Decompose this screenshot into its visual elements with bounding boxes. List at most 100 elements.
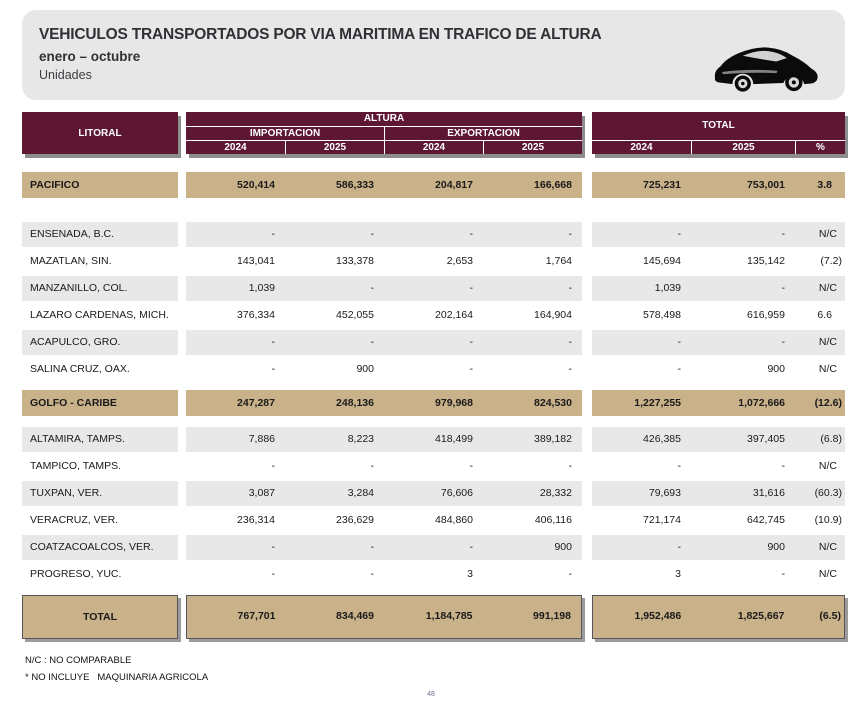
table-row: ACAPULCO, GRO. - - - - - - N/C <box>22 330 845 355</box>
cell-imp-2025: - <box>370 460 375 472</box>
cell-tot-2024: 79,693 <box>648 487 681 499</box>
cell-imp-2025: - <box>370 541 375 553</box>
cell-exp-2024: - <box>469 282 474 294</box>
traffic-table: LITORAL ALTURA IMPORTACION EXPORTACION 2… <box>22 112 845 639</box>
table-header: LITORAL ALTURA IMPORTACION EXPORTACION 2… <box>22 112 845 154</box>
column-gap <box>178 535 186 560</box>
altura-cells: 767,701 834,469 1,184,785 991,198 <box>186 595 582 639</box>
cell-pct: N/C <box>818 363 837 375</box>
header-cell-altura: ALTURA <box>363 113 405 124</box>
table-row: PACIFICO 520,414 586,333 204,817 166,668 725,… <box>22 172 845 198</box>
cell-pct: N/C <box>818 336 837 348</box>
total-cells: 725,231 753,001 3.8 <box>592 172 845 198</box>
row-label: ACAPULCO, GRO. <box>22 330 178 355</box>
cell-exp-2025: 991,198 <box>533 610 571 622</box>
cell-imp-2024: 3,087 <box>248 487 275 499</box>
cell-tot-2024: 1,227,255 <box>634 397 681 409</box>
table-row: ENSENADA, B.C. - - - - - - N/C <box>22 222 845 247</box>
column-gap <box>582 112 592 154</box>
cell-exp-2025: - <box>568 282 573 294</box>
cell-imp-2024: - <box>271 568 276 580</box>
column-gap <box>582 595 592 639</box>
altura-cells: ---- <box>186 454 582 479</box>
altura-cells: 247,287 248,136 979,968 824,530 <box>186 390 582 416</box>
cell-imp-2025: 133,378 <box>336 255 374 267</box>
cell-imp-2024: - <box>271 541 276 553</box>
column-gap <box>582 303 592 328</box>
cell-exp-2024: - <box>469 460 474 472</box>
cell-exp-2024: 1,184,785 <box>425 610 473 622</box>
cell-exp-2024: 418,499 <box>435 433 473 445</box>
cell-tot-2024: 3 <box>675 568 681 580</box>
total-cells: 79,693 31,616 (60.3) <box>592 481 845 506</box>
cell-tot-2024: - <box>677 460 682 472</box>
cell-tot-2024: 725,231 <box>643 179 681 191</box>
cell-exp-2024: - <box>469 228 474 240</box>
cell-imp-2024: - <box>271 460 276 472</box>
column-gap <box>582 276 592 301</box>
cell-imp-2025: - <box>370 336 375 348</box>
header-year-exp-2024: 2024 <box>384 140 483 154</box>
cell-imp-2025: 8,223 <box>347 433 374 445</box>
cell-tot-2024: 426,385 <box>643 433 681 445</box>
cell-exp-2024: 484,860 <box>435 514 473 526</box>
column-gap <box>178 595 186 639</box>
cell-tot-2024: 1,039 <box>654 282 681 294</box>
total-cells: 426,385 397,405 (6.8) <box>592 427 845 452</box>
footnote-nc: N/C : NO COMPARABLE <box>25 655 132 666</box>
cell-imp-2025: 586,333 <box>336 179 374 191</box>
column-gap <box>582 390 592 416</box>
column-gap <box>582 562 592 587</box>
total-cells: - 900 N/C <box>592 535 845 560</box>
column-gap <box>582 535 592 560</box>
altura-cells: ---- <box>186 330 582 355</box>
cell-imp-2024: 247,287 <box>237 397 275 409</box>
footnotes: N/C : NO COMPARABLE * NO INCLUYE MAQUINA… <box>25 654 862 685</box>
cell-pct: (6.5) <box>819 610 841 622</box>
cell-exp-2024: - <box>469 363 474 375</box>
table-row: VERACRUZ, VER. 236,314 236,629 484,860 406,1… <box>22 508 845 533</box>
cell-tot-2025: - <box>781 282 786 294</box>
cell-tot-2024: - <box>677 363 682 375</box>
report-units-label: Unidades <box>39 68 92 82</box>
cell-imp-2025: - <box>370 568 375 580</box>
column-gap <box>178 508 186 533</box>
row-label: PROGRESO, YUC. <box>30 568 122 580</box>
cell-imp-2024: - <box>271 228 276 240</box>
cell-tot-2024: 578,498 <box>643 309 681 321</box>
column-gap <box>178 330 186 355</box>
cell-exp-2024: 2,653 <box>446 255 473 267</box>
cell-tot-2025: 616,959 <box>747 309 785 321</box>
header-year-tot-2025: 2025 <box>691 140 795 154</box>
table-body: PACIFICO 520,414 586,333 204,817 166,668 725,… <box>22 172 845 639</box>
row-label: ALTAMIRA, TAMPS. <box>22 427 178 452</box>
cell-tot-2024: - <box>677 541 682 553</box>
column-gap <box>582 481 592 506</box>
cell-exp-2025: - <box>568 568 573 580</box>
cell-pct: 6.6 <box>817 309 832 321</box>
report-subtitle-period: enero – octubre <box>39 49 141 64</box>
column-gap <box>178 222 186 247</box>
altura-cells: 236,314 236,629 484,860 406,116 <box>186 508 582 533</box>
table-row: LAZARO CARDENAS, MICH. 376,334 452,055 202,… <box>22 303 845 328</box>
header-group-altura: ALTURA IMPORTACION EXPORTACION 2024 2025… <box>186 112 582 154</box>
row-label: LAZARO CARDENAS, MICH. <box>30 309 169 321</box>
cell-imp-2024: 1,039 <box>248 282 275 294</box>
total-cells: 578,498 616,959 6.6 <box>592 303 845 328</box>
report-title: VEHICULOS TRANSPORTADOS POR VIA MARITIMA… <box>39 26 602 43</box>
cell-pct: N/C <box>818 282 837 294</box>
altura-cells: 1,039 - - - <box>186 276 582 301</box>
total-cells: 1,039 - N/C <box>592 276 845 301</box>
altura-cells: 143,041 133,378 2,653 1,764 <box>186 249 582 274</box>
cell-imp-2024: 7,886 <box>248 433 275 445</box>
row-label: PACIFICO <box>22 172 178 198</box>
header-cell-litoral: LITORAL <box>22 112 178 154</box>
altura-cells: 520,414 586,333 204,817 166,668 <box>186 172 582 198</box>
cell-tot-2025: 135,142 <box>747 255 785 267</box>
cell-exp-2025: 28,332 <box>539 487 572 499</box>
report-page: VEHICULOS TRANSPORTADOS POR VIA MARITIMA… <box>0 10 862 703</box>
altura-cells: 376,334 452,055 202,164 164,904 <box>186 303 582 328</box>
total-cells: 1,952,486 1,825,667 (6.5) <box>592 595 845 639</box>
row-label: ENSENADA, B.C. <box>22 222 178 247</box>
total-cells: 145,694 135,142 (7.2) <box>592 249 845 274</box>
